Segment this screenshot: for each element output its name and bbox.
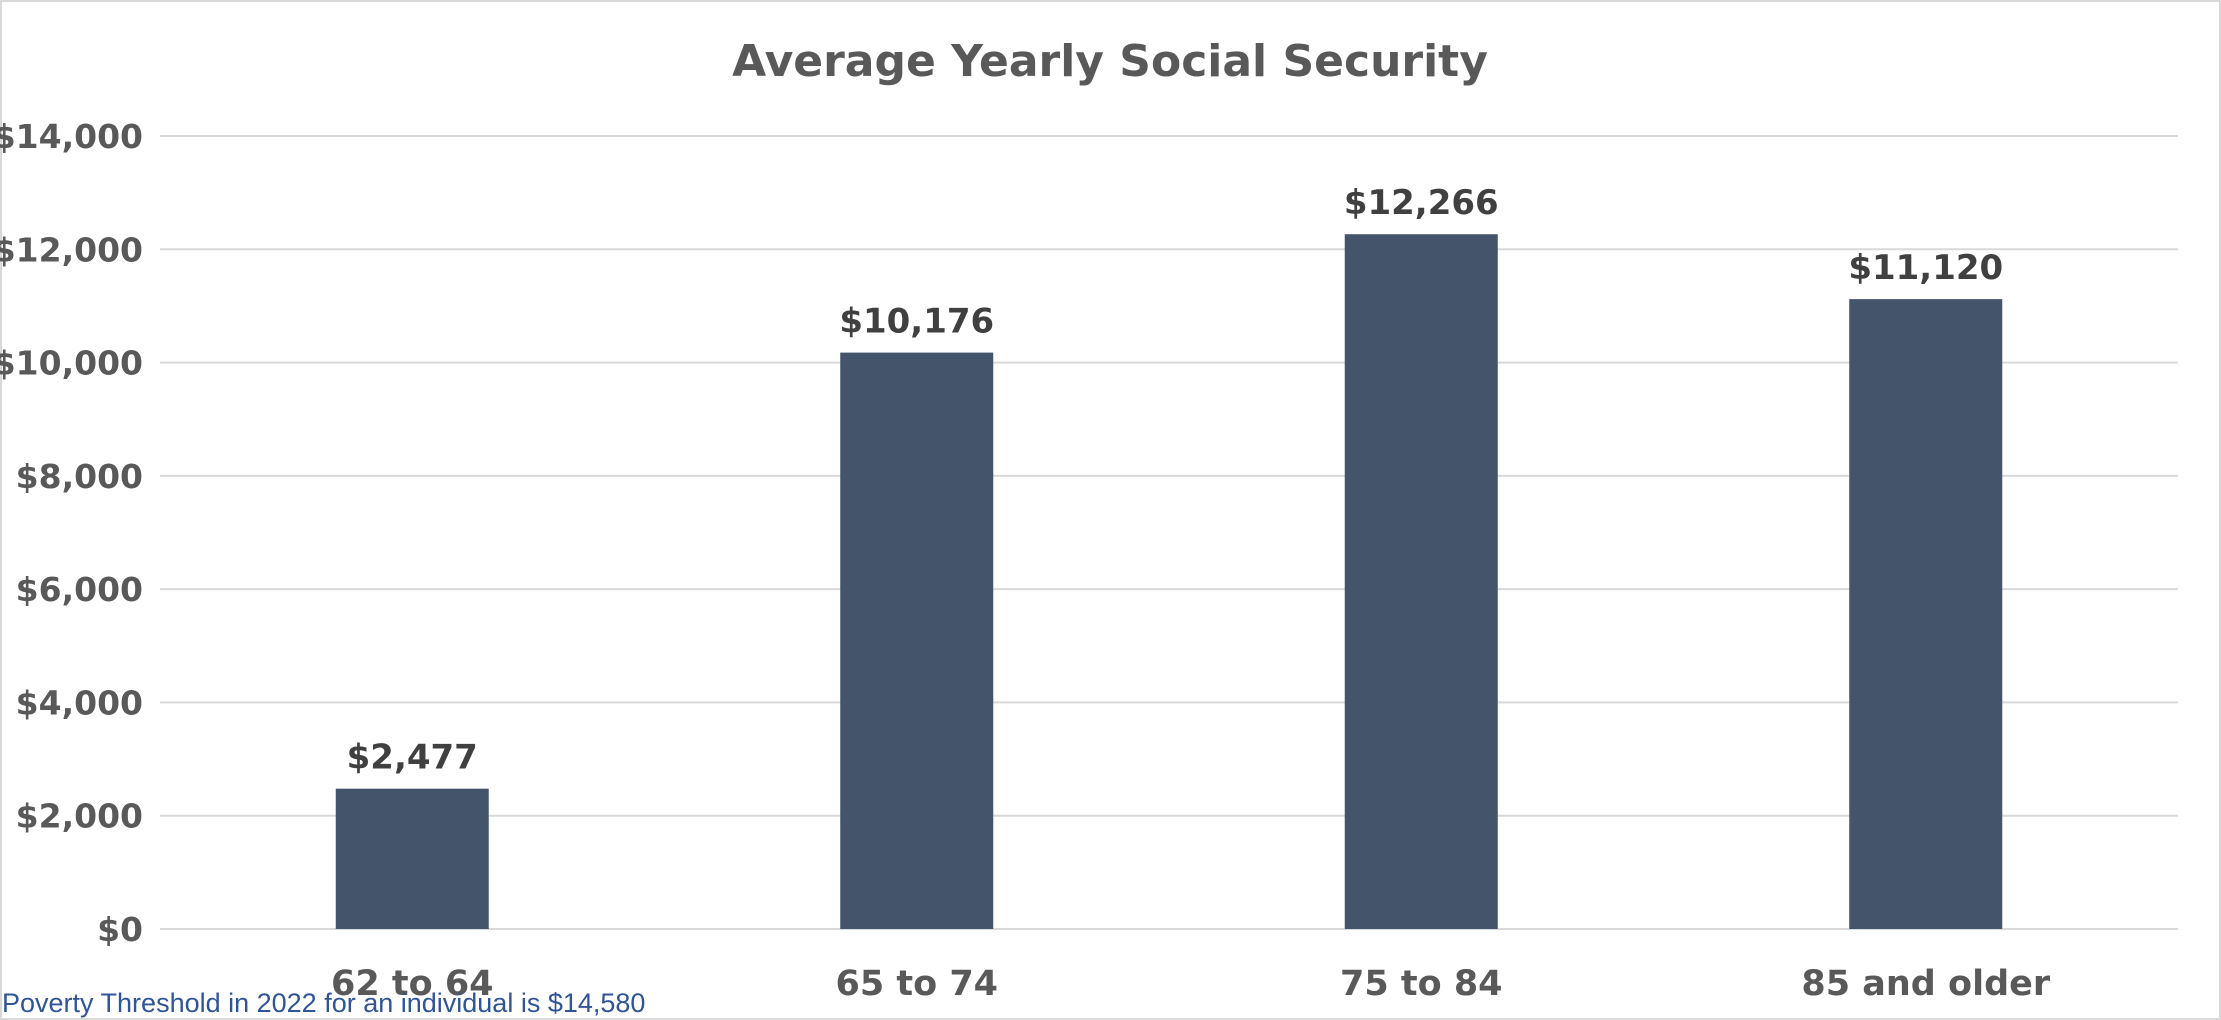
y-tick-label: $14,000 <box>0 117 143 156</box>
bar <box>335 788 489 929</box>
data-label: $10,176 <box>839 302 994 342</box>
gridlines <box>160 135 2178 930</box>
y-tick-label: $10,000 <box>0 344 143 383</box>
footnote: Poverty Threshold in 2022 for an individ… <box>2 988 646 1018</box>
x-tick-label: 85 and older <box>1801 964 2050 1004</box>
y-tick-label: $12,000 <box>0 230 143 269</box>
chart-title: Average Yearly Social Security <box>732 36 1488 87</box>
x-axis: 62 to 64 65 to 74 75 to 84 85 and older <box>331 964 2051 1004</box>
bar <box>1849 299 2003 929</box>
y-tick-label: $8,000 <box>16 457 143 496</box>
bar <box>1344 234 1498 929</box>
data-labels: $2,477 $10,176 $12,266 $11,120 <box>347 183 2004 777</box>
y-tick-label: $4,000 <box>16 683 143 722</box>
x-tick-label: 62 to 64 <box>331 964 494 1004</box>
data-label: $2,477 <box>347 738 478 778</box>
x-tick-label: 75 to 84 <box>1340 964 1503 1004</box>
data-label: $12,266 <box>1344 183 1499 223</box>
y-tick-label: $6,000 <box>16 570 143 609</box>
x-tick-label: 65 to 74 <box>835 964 998 1004</box>
y-axis: $0 $2,000 $4,000 $6,000 $8,000 $10,000 $12,000… <box>0 117 143 949</box>
data-label: $11,120 <box>1848 248 2003 288</box>
bar <box>840 352 994 929</box>
bars <box>335 234 2003 929</box>
y-tick-label: $2,000 <box>16 797 143 836</box>
y-tick-label: $0 <box>97 910 143 949</box>
